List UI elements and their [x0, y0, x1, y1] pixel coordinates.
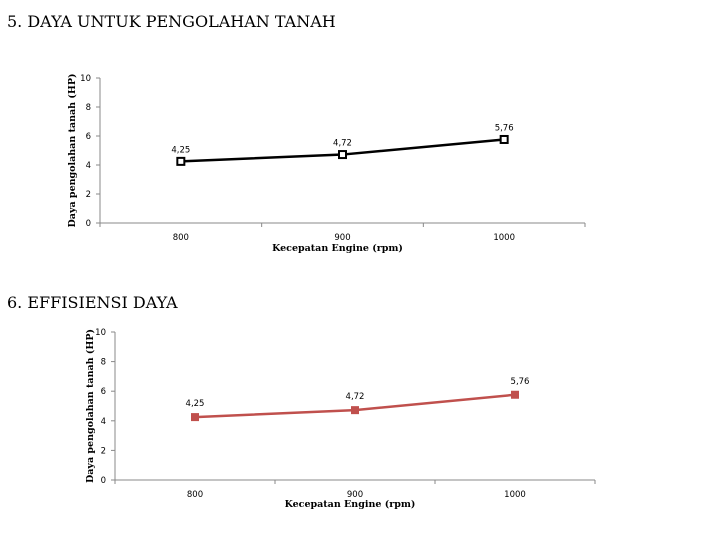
- chart1-x-tick-label: 800: [173, 233, 189, 243]
- chart1-x-tick-label: 900: [334, 233, 350, 243]
- chart2-y-tick-label: 6: [101, 387, 106, 397]
- chart1-data-label: 4,72: [333, 139, 352, 149]
- chart1-data-label: 4,25: [171, 145, 190, 155]
- chart2-data-point: [191, 413, 199, 422]
- chart1-data-point: [176, 156, 186, 166]
- chart2-data-label: 5,76: [511, 377, 530, 387]
- chart2-y-tick-label: 4: [101, 417, 106, 427]
- chart1-x-axis-title: Kecepatan Engine (rpm): [272, 243, 403, 254]
- chart1-data-point: [338, 150, 347, 160]
- chart2-data-point: [511, 390, 519, 399]
- chart1-y-axis-title: Daya pengolahan tanah (HP): [67, 74, 78, 228]
- chart2-x-axis-title: Kecepatan Engine (rpm): [285, 499, 416, 510]
- chart1-heading: 5. DAYA UNTUK PENGOLAHAN TANAH: [7, 12, 336, 31]
- chart1-data-point: [499, 134, 509, 144]
- chart2-y-tick-label: 0: [101, 476, 106, 486]
- chart2-power-efficiency: 0 2 4 6 8 10 800 900 1000 Kecepatan Engine (rpm) D…: [85, 328, 596, 510]
- chart2-data-label: 4,72: [346, 392, 365, 402]
- chart1-y-tick-label: 6: [86, 132, 91, 142]
- chart2-y-axis-title: Daya pengolahan tanah (HP): [85, 329, 96, 483]
- chart1-y-tick-label: 2: [86, 190, 91, 200]
- chart1-y-tick-label: 4: [86, 161, 91, 171]
- chart2-y-tick-label: 8: [101, 358, 106, 368]
- chart1-y-tick-label: 8: [86, 103, 91, 113]
- chart2-y-tick-label: 10: [95, 328, 106, 338]
- chart2-data-point: [351, 406, 359, 415]
- chart2-y-tick-label: 2: [101, 446, 106, 456]
- chart2-x-tick-label: 900: [347, 490, 363, 500]
- chart1-data-label: 5,76: [495, 123, 514, 133]
- chart2-data-label: 4,25: [186, 399, 205, 409]
- chart2-x-tick-label: 1000: [504, 490, 526, 500]
- chart2-heading: 6. EFFISIENSI DAYA: [7, 293, 178, 312]
- chart1-y-tick-label: 0: [86, 219, 91, 229]
- chart1-power-vs-engine-speed: 0 2 4 6 8 10 800 900 1000 Kecepatan Engine (rpm) D…: [67, 74, 586, 254]
- chart1-x-tick-label: 1000: [493, 233, 515, 243]
- chart2-x-tick-label: 800: [187, 490, 203, 500]
- chart1-y-tick-label: 10: [80, 74, 91, 84]
